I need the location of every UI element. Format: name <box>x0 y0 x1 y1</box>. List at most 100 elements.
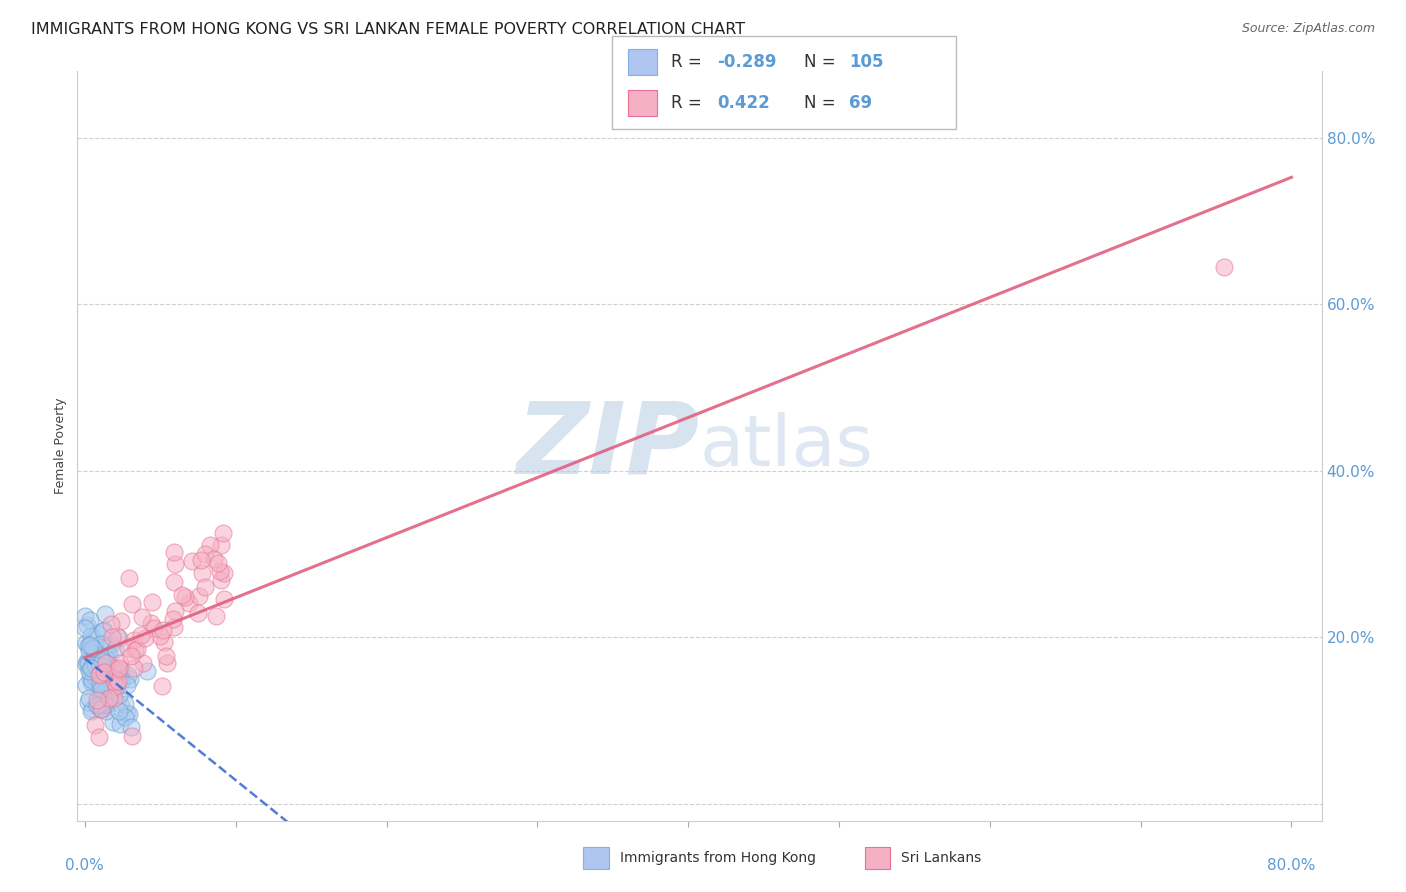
Point <box>103 674 125 689</box>
Text: 69: 69 <box>849 95 872 112</box>
Point <box>90 637 112 651</box>
Point <box>100 630 122 644</box>
Point <box>94 698 117 713</box>
Point <box>75 621 97 635</box>
Point <box>152 635 174 649</box>
Point <box>198 538 221 552</box>
Point <box>91 624 114 638</box>
Point <box>98 665 121 680</box>
Point <box>104 671 127 685</box>
Point <box>172 588 194 602</box>
Point <box>90 702 112 716</box>
Text: 0.422: 0.422 <box>717 95 770 112</box>
Point <box>75 636 97 650</box>
Point <box>108 661 131 675</box>
Point <box>110 663 132 677</box>
Point <box>76 695 98 709</box>
Point <box>129 628 152 642</box>
Point <box>79 671 101 685</box>
Point <box>143 621 166 635</box>
Point <box>98 680 121 694</box>
Point <box>94 704 117 718</box>
Point <box>90 691 112 706</box>
Point <box>132 657 155 671</box>
Point <box>98 648 121 662</box>
Text: Immigrants from Hong Kong: Immigrants from Hong Kong <box>620 851 815 865</box>
Point <box>165 604 187 618</box>
Point <box>202 552 225 566</box>
Point <box>90 659 112 673</box>
Point <box>163 619 186 633</box>
Point <box>86 656 108 670</box>
Point <box>104 641 127 656</box>
Text: IMMIGRANTS FROM HONG KONG VS SRI LANKAN FEMALE POVERTY CORRELATION CHART: IMMIGRANTS FROM HONG KONG VS SRI LANKAN … <box>31 22 745 37</box>
Point <box>110 614 132 628</box>
Point <box>94 676 117 690</box>
Point <box>114 697 136 711</box>
Point <box>180 554 202 568</box>
Point <box>83 646 105 660</box>
Point <box>121 729 143 743</box>
Point <box>90 689 112 703</box>
Point <box>209 574 232 588</box>
Point <box>101 681 124 696</box>
Text: Source: ZipAtlas.com: Source: ZipAtlas.com <box>1241 22 1375 36</box>
Point <box>139 615 162 630</box>
Point <box>89 667 111 681</box>
Point <box>100 671 122 685</box>
Point <box>76 618 98 632</box>
Point <box>80 673 103 688</box>
Point <box>96 697 118 711</box>
Point <box>79 644 101 658</box>
Point <box>108 704 131 718</box>
Point <box>117 641 139 656</box>
Point <box>205 609 228 624</box>
Point <box>94 660 117 674</box>
Text: Sri Lankans: Sri Lankans <box>901 851 981 865</box>
Point <box>121 598 143 612</box>
Point <box>207 556 229 570</box>
Point <box>162 545 184 559</box>
Point <box>108 716 131 731</box>
Point <box>80 661 103 675</box>
Point <box>80 705 103 719</box>
Point <box>194 580 217 594</box>
Text: N =: N = <box>804 95 841 112</box>
Point <box>162 612 184 626</box>
Point <box>93 665 115 680</box>
Text: 0.0%: 0.0% <box>66 858 104 873</box>
Point <box>110 697 132 711</box>
Point <box>117 707 139 722</box>
Point <box>82 655 104 669</box>
Point <box>86 655 108 669</box>
Point <box>93 607 115 621</box>
Point <box>82 647 104 661</box>
Point <box>105 681 128 695</box>
Point <box>82 639 104 653</box>
Point <box>89 670 111 684</box>
Point <box>131 610 153 624</box>
Point <box>107 673 129 688</box>
Point <box>212 566 235 580</box>
Point <box>89 659 111 673</box>
Point <box>188 589 211 603</box>
Point <box>98 683 121 698</box>
Point <box>94 656 117 670</box>
Text: R =: R = <box>671 95 711 112</box>
Point <box>80 702 103 716</box>
Point <box>122 661 145 675</box>
Point <box>98 691 121 706</box>
Point <box>93 664 115 678</box>
Point <box>93 623 115 637</box>
Point <box>155 649 177 664</box>
Point <box>77 664 100 678</box>
Point <box>1212 260 1234 274</box>
Point <box>208 564 231 578</box>
Point <box>187 607 209 621</box>
Point <box>149 629 172 643</box>
Point <box>83 670 105 684</box>
Point <box>77 690 100 705</box>
Point <box>194 548 217 562</box>
Point <box>86 626 108 640</box>
Point <box>177 596 200 610</box>
